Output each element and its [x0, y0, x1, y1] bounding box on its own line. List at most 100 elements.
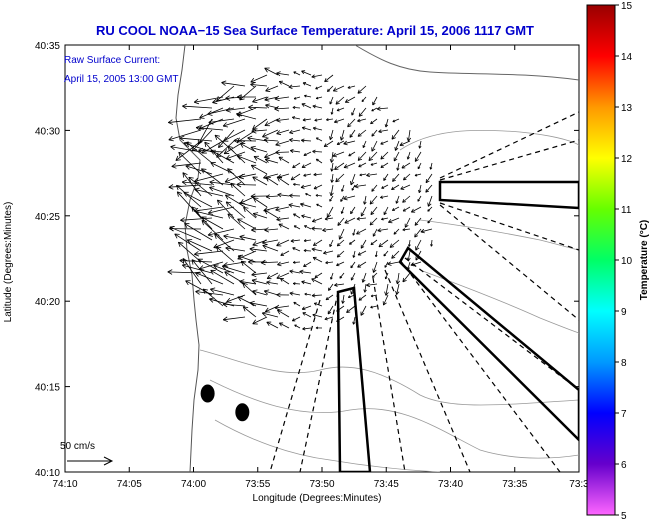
current-vector — [266, 272, 279, 279]
current-vector-head — [414, 175, 418, 177]
current-vector-head — [343, 164, 347, 168]
current-vector-head — [357, 120, 361, 123]
current-vector-head — [236, 184, 242, 188]
current-vector-head — [340, 200, 343, 202]
current-vector-head — [393, 233, 397, 235]
current-vector-head — [290, 176, 294, 181]
current-vector-head — [239, 177, 245, 180]
current-vector-head — [277, 192, 282, 195]
current-vector-head — [250, 165, 255, 170]
current-vector-head — [168, 119, 173, 123]
current-vector — [410, 261, 422, 266]
current-vector-head — [225, 107, 231, 111]
current-vector-head — [358, 297, 361, 301]
current-vector-head — [303, 240, 307, 243]
current-vector-head — [182, 258, 188, 262]
current-vector — [415, 239, 422, 251]
current-vector-head — [210, 287, 216, 290]
current-vector — [194, 96, 224, 103]
current-vector — [276, 217, 290, 221]
current-vector-head — [213, 265, 218, 270]
current-vector — [407, 151, 411, 160]
current-vector — [236, 155, 257, 164]
current-vector — [353, 250, 356, 258]
current-vector — [262, 129, 279, 138]
current-vector-head — [182, 172, 185, 178]
current-vector — [331, 173, 334, 183]
current-vector-head — [414, 235, 419, 238]
current-vector-head — [300, 184, 304, 188]
current-vector — [334, 283, 345, 286]
current-vector-head — [303, 263, 306, 267]
current-vector — [301, 139, 312, 142]
current-vector — [251, 164, 268, 175]
current-vector-head — [207, 234, 213, 237]
current-vector-head — [209, 298, 214, 303]
current-vector-head — [168, 135, 173, 141]
current-vector-head — [301, 306, 305, 310]
current-vector-head — [198, 149, 203, 154]
current-vector-head — [392, 177, 394, 182]
current-vector-head — [207, 231, 213, 236]
current-vector — [226, 294, 246, 303]
current-vector-head — [293, 225, 296, 228]
current-vector-head — [178, 152, 181, 158]
current-vector-head — [301, 164, 305, 168]
current-vector — [336, 140, 345, 145]
current-vector-head — [370, 211, 372, 215]
current-vector — [415, 250, 422, 261]
current-vector-head — [337, 244, 341, 247]
current-vector-head — [357, 118, 360, 122]
y-tick-label: 40:20 — [35, 297, 60, 308]
current-vector-head — [302, 328, 306, 331]
x-tick-label: 74:05 — [117, 479, 142, 490]
current-vector-head — [311, 74, 315, 78]
current-vector-head — [183, 141, 189, 144]
current-vector-head — [290, 238, 294, 242]
current-vector — [292, 116, 301, 120]
current-vector — [304, 95, 312, 98]
current-vector-head — [323, 253, 327, 255]
current-vector — [249, 248, 268, 252]
current-vector — [239, 85, 257, 101]
current-vector-head — [203, 288, 209, 291]
current-vector — [277, 309, 290, 318]
current-vector-head — [204, 142, 207, 148]
y-tick-label: 40:10 — [35, 468, 60, 479]
current-vector-head — [383, 178, 387, 181]
current-vector — [358, 294, 367, 301]
current-vector — [303, 250, 312, 252]
current-vector-head — [262, 239, 267, 244]
current-vector — [292, 316, 301, 322]
current-vector — [369, 217, 378, 226]
current-vector-head — [183, 142, 188, 147]
current-vector-head — [391, 256, 396, 259]
current-vector-head — [222, 264, 228, 267]
current-vector-head — [358, 158, 363, 161]
current-vector — [194, 250, 224, 255]
current-vector-head — [331, 159, 335, 163]
current-vector-head — [261, 312, 267, 317]
current-vector-head — [218, 145, 224, 148]
current-vector — [430, 162, 433, 170]
current-vector — [357, 261, 367, 268]
current-vector-head — [311, 248, 315, 252]
current-vector-head — [289, 132, 294, 135]
current-vector-head — [186, 142, 189, 148]
current-vector — [304, 293, 312, 296]
current-vector-head — [225, 247, 230, 252]
current-vector — [381, 184, 389, 189]
x-tick-label: 73:40 — [438, 479, 463, 490]
current-vector — [357, 151, 367, 161]
current-vector — [393, 151, 400, 162]
current-vector-head — [249, 248, 255, 253]
current-vector-head — [332, 152, 336, 157]
current-vector-head — [391, 135, 394, 140]
current-vector — [274, 107, 290, 110]
current-vector — [357, 129, 367, 137]
current-vector-head — [251, 128, 257, 132]
current-vector-head — [313, 174, 317, 177]
current-vector-head — [311, 293, 316, 297]
current-vector-head — [312, 257, 316, 261]
current-vector — [302, 327, 312, 330]
